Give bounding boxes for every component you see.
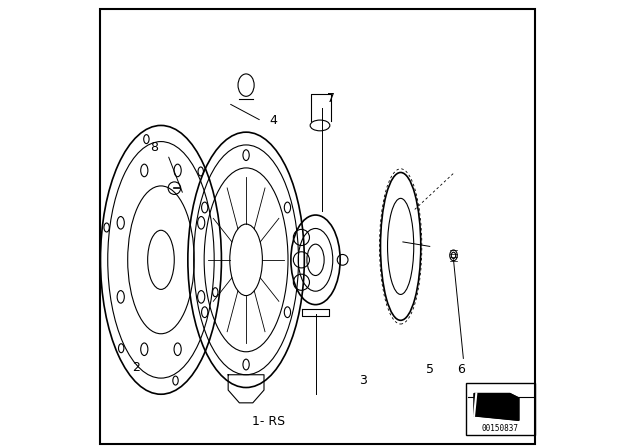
Text: 00150837: 00150837	[482, 424, 519, 433]
Text: 6: 6	[457, 363, 465, 376]
Text: 8: 8	[150, 141, 158, 155]
Text: 1- RS: 1- RS	[252, 414, 285, 428]
Text: 3: 3	[358, 374, 367, 388]
Polygon shape	[474, 393, 519, 420]
Text: 7: 7	[327, 92, 335, 105]
Text: 5: 5	[426, 363, 434, 376]
Text: 4: 4	[269, 114, 277, 128]
Text: 2: 2	[132, 361, 140, 374]
